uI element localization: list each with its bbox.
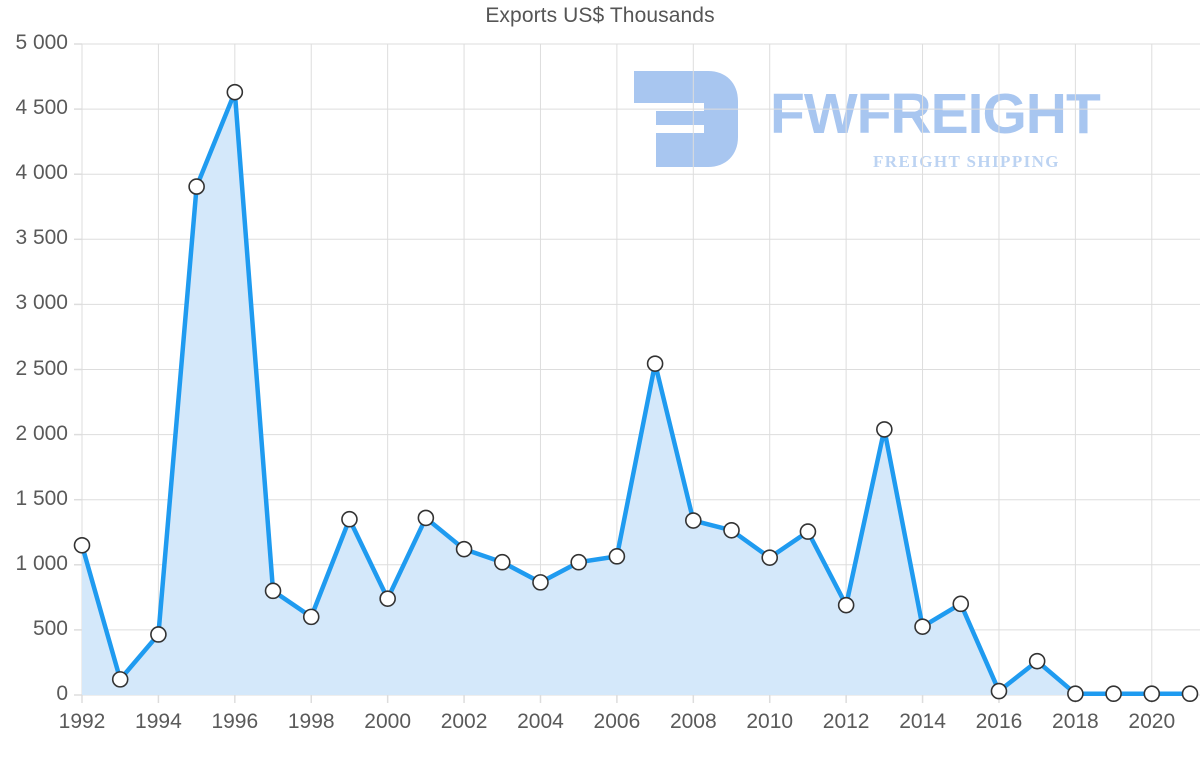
- x-axis-tick-label: 2000: [364, 710, 411, 733]
- data-point-marker[interactable]: [876, 421, 893, 438]
- data-point-marker[interactable]: [608, 548, 626, 565]
- data-point-marker[interactable]: [73, 536, 91, 554]
- x-axis-tick-label: 2010: [746, 710, 794, 733]
- x-axis-tick-label: 2006: [593, 710, 641, 733]
- x-axis-tick-label: 1994: [135, 710, 182, 733]
- x-axis-tick-label: 2020: [1128, 710, 1176, 733]
- data-point-marker[interactable]: [1067, 685, 1084, 703]
- data-point-marker[interactable]: [264, 582, 282, 600]
- y-axis-tick-label: 4 000: [15, 161, 68, 185]
- x-axis-tick-label: 1996: [211, 710, 259, 733]
- data-point-marker[interactable]: [570, 553, 587, 571]
- x-axis-tick-label: 2004: [517, 710, 564, 733]
- y-axis-tick-label: 3 500: [15, 226, 68, 250]
- data-point-marker[interactable]: [952, 595, 970, 613]
- data-point-marker[interactable]: [111, 671, 129, 688]
- data-point-marker[interactable]: [455, 540, 473, 558]
- area-fill: [82, 92, 1190, 696]
- data-point-marker[interactable]: [1105, 685, 1122, 703]
- data-point-marker[interactable]: [532, 574, 549, 591]
- y-axis-tick-label: 4 500: [15, 96, 68, 120]
- x-axis-tick-label: 1998: [287, 710, 335, 733]
- data-point-marker[interactable]: [1143, 685, 1161, 703]
- data-point-marker[interactable]: [493, 553, 511, 571]
- y-axis-tick-label: 2 500: [15, 356, 68, 380]
- data-point-markers: [73, 83, 1199, 703]
- data-point-marker[interactable]: [379, 590, 396, 607]
- data-point-marker[interactable]: [646, 355, 664, 372]
- data-point-marker[interactable]: [1028, 652, 1046, 670]
- data-point-marker[interactable]: [302, 608, 320, 626]
- data-point-marker[interactable]: [188, 178, 205, 195]
- data-point-marker[interactable]: [341, 510, 358, 528]
- y-axis-tick-label: 1 000: [15, 551, 68, 575]
- x-axis-tick-label: 2014: [899, 710, 946, 733]
- chart-title: Exports US$ Thousands: [485, 4, 715, 27]
- x-axis-tick-label: 2002: [440, 710, 488, 733]
- data-point-marker[interactable]: [799, 523, 817, 540]
- data-point-marker[interactable]: [837, 596, 855, 614]
- data-point-marker[interactable]: [990, 682, 1008, 700]
- y-axis-tick-label: 3 000: [15, 291, 68, 315]
- y-axis-tick-label: 1 500: [15, 486, 68, 510]
- x-axis-tick-label: 2008: [669, 710, 717, 733]
- y-axis-tick-label: 5 000: [15, 31, 68, 54]
- x-axis-tick-label: 2012: [822, 710, 870, 733]
- data-point-marker[interactable]: [761, 549, 779, 566]
- x-axis-tick-label: 2018: [1052, 710, 1099, 733]
- data-point-marker[interactable]: [150, 626, 167, 643]
- data-point-marker[interactable]: [685, 512, 702, 529]
- data-point-marker[interactable]: [914, 618, 931, 635]
- data-point-marker[interactable]: [226, 83, 244, 101]
- x-axis-tick-label: 1992: [58, 710, 106, 733]
- y-axis-tick-label: 0: [56, 682, 68, 705]
- y-axis-tick-label: 500: [32, 616, 68, 640]
- y-axis-tick-label: 2 000: [15, 421, 68, 445]
- data-point-marker[interactable]: [723, 521, 740, 539]
- data-point-marker[interactable]: [1181, 685, 1199, 703]
- data-point-marker[interactable]: [417, 509, 435, 527]
- x-axis-tick-label: 2016: [975, 710, 1023, 733]
